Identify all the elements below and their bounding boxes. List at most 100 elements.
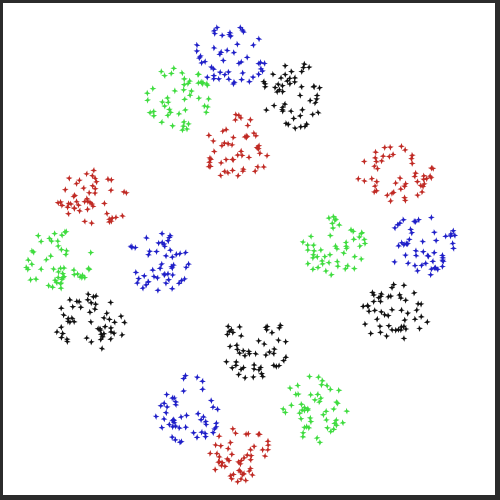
data-point xyxy=(199,385,206,393)
data-point xyxy=(303,423,310,430)
data-point xyxy=(149,266,157,274)
data-point xyxy=(426,172,434,180)
data-point xyxy=(420,180,428,188)
data-point xyxy=(270,102,278,109)
data-point xyxy=(221,463,229,470)
data-point xyxy=(305,63,313,71)
data-point xyxy=(230,471,237,478)
data-point xyxy=(211,30,219,37)
data-point xyxy=(398,143,405,150)
data-point xyxy=(92,292,100,300)
data-point xyxy=(76,273,84,281)
data-point xyxy=(294,382,302,389)
data-point xyxy=(221,139,228,147)
data-point xyxy=(412,169,419,177)
data-point xyxy=(169,122,176,130)
data-point xyxy=(186,91,194,99)
data-point xyxy=(419,248,427,256)
data-point xyxy=(239,165,247,173)
data-point xyxy=(402,296,410,304)
data-point xyxy=(279,88,287,96)
data-point xyxy=(255,71,263,78)
data-point xyxy=(184,80,192,87)
cluster-top-blue xyxy=(193,24,268,88)
data-point xyxy=(101,200,108,207)
data-point xyxy=(322,267,330,275)
data-point xyxy=(234,346,241,353)
data-point xyxy=(383,332,390,340)
data-point xyxy=(43,256,50,263)
data-point xyxy=(239,471,247,479)
data-point xyxy=(91,189,99,197)
data-point xyxy=(359,302,367,310)
data-point xyxy=(183,411,190,419)
data-point xyxy=(51,230,59,237)
data-point xyxy=(304,246,312,254)
data-point xyxy=(193,47,201,55)
data-point xyxy=(304,241,312,249)
data-point xyxy=(373,315,381,323)
data-point xyxy=(354,175,362,183)
data-point xyxy=(303,120,311,128)
data-point xyxy=(107,217,115,225)
data-point xyxy=(375,294,383,302)
data-point xyxy=(217,48,225,56)
data-point xyxy=(408,155,415,163)
data-point xyxy=(59,270,67,277)
data-point xyxy=(439,263,446,270)
data-point xyxy=(318,381,325,389)
data-point xyxy=(403,240,410,248)
data-point xyxy=(156,264,164,272)
data-point xyxy=(449,240,457,247)
data-point xyxy=(277,321,284,329)
data-point xyxy=(240,454,248,462)
cluster-right-red xyxy=(354,143,437,205)
data-point xyxy=(379,152,387,160)
data-point xyxy=(378,290,385,298)
data-point xyxy=(158,68,165,75)
data-point xyxy=(162,252,170,260)
data-point xyxy=(350,265,358,272)
data-point xyxy=(153,248,160,255)
data-point xyxy=(209,403,217,411)
data-point xyxy=(121,319,128,326)
data-point xyxy=(387,143,394,151)
data-point xyxy=(347,226,355,234)
data-point xyxy=(109,214,116,222)
data-point xyxy=(177,413,185,421)
data-point xyxy=(316,84,323,92)
data-point xyxy=(232,358,240,366)
data-point xyxy=(290,115,298,122)
data-point xyxy=(260,163,268,171)
data-point xyxy=(53,279,60,286)
data-point xyxy=(332,416,340,424)
data-point xyxy=(310,251,317,259)
data-point xyxy=(172,401,180,408)
data-point xyxy=(227,439,234,446)
data-point xyxy=(188,87,195,95)
data-point xyxy=(261,80,269,88)
data-point xyxy=(76,207,83,215)
data-point xyxy=(218,32,226,39)
data-point xyxy=(327,386,334,393)
data-point xyxy=(73,198,80,205)
data-point xyxy=(371,182,379,190)
data-point xyxy=(65,174,73,182)
data-point xyxy=(316,439,324,446)
data-point xyxy=(234,151,242,159)
data-point xyxy=(159,98,166,106)
data-point xyxy=(240,364,247,372)
data-point xyxy=(275,362,283,370)
data-point xyxy=(51,276,59,284)
data-point xyxy=(317,394,325,402)
data-point xyxy=(110,329,118,337)
data-point xyxy=(329,220,336,227)
data-point xyxy=(314,109,322,116)
data-point xyxy=(396,174,404,182)
data-point xyxy=(325,259,333,266)
data-point xyxy=(230,134,237,141)
data-point xyxy=(411,315,419,323)
data-point xyxy=(236,460,244,468)
data-point xyxy=(279,405,287,413)
data-point xyxy=(54,237,62,245)
